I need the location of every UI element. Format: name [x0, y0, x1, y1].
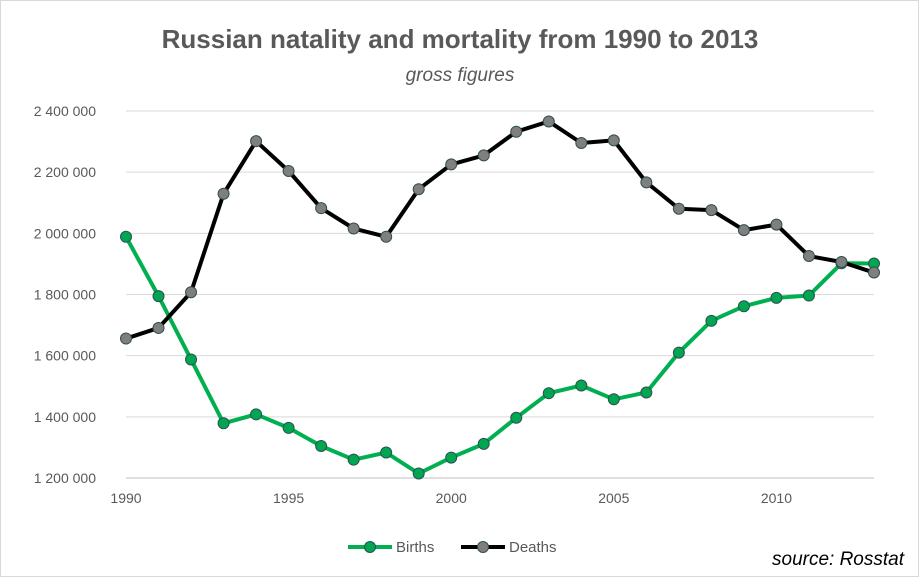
births-point	[380, 446, 393, 459]
deaths-point	[510, 125, 523, 138]
x-tick-label: 1995	[273, 490, 304, 506]
x-tick-label: 2005	[598, 490, 629, 506]
chart-subtitle: gross figures	[406, 65, 515, 86]
deaths-line	[124, 119, 876, 341]
deaths-point	[575, 136, 588, 149]
deaths-point	[607, 134, 620, 147]
deaths-point	[282, 165, 295, 178]
deaths-point	[868, 266, 880, 279]
y-tick-label: 1 800 000	[34, 287, 96, 303]
deaths-point	[672, 202, 685, 215]
y-tick-label: 1 200 000	[34, 470, 96, 486]
source-note: source: Rosstat	[772, 549, 905, 570]
births-point	[445, 451, 458, 464]
gridlines	[126, 110, 874, 418]
deaths-point	[120, 332, 132, 345]
deaths-point	[835, 255, 848, 268]
deaths-point	[802, 250, 815, 263]
deaths-point	[217, 187, 230, 200]
deaths-point	[380, 230, 393, 243]
births-point	[607, 393, 620, 406]
deaths-point	[315, 202, 328, 215]
y-tick-label: 2 200 000	[34, 164, 96, 180]
births-point	[575, 379, 588, 392]
y-tick-label: 1 600 000	[34, 348, 96, 364]
deaths-point	[185, 286, 198, 299]
deaths-point	[770, 218, 783, 231]
births-point	[152, 290, 165, 303]
births-point	[282, 421, 295, 434]
series	[120, 115, 880, 480]
births-point	[640, 386, 653, 399]
deaths-point	[152, 321, 165, 334]
deaths-point	[542, 115, 555, 128]
births-point	[802, 289, 815, 302]
x-tick-label: 2000	[436, 490, 467, 506]
births-point	[412, 467, 425, 480]
births-point	[250, 408, 263, 421]
births-point	[510, 411, 523, 424]
legend-births-label: Births	[396, 539, 434, 556]
deaths-point	[640, 176, 653, 189]
deaths-point	[737, 224, 750, 237]
y-tick-label: 1 400 000	[34, 409, 96, 425]
deaths-point	[705, 204, 718, 217]
chart-title: Russian natality and mortality from 1990…	[162, 24, 759, 54]
deaths-point	[250, 135, 263, 148]
deaths-point	[445, 158, 458, 171]
legend-deaths-label: Deaths	[509, 539, 557, 556]
births-point	[737, 300, 750, 313]
deaths-point	[412, 183, 425, 196]
legend-births-marker	[364, 541, 376, 553]
y-tick-label: 2 400 000	[34, 103, 96, 119]
deaths-point	[347, 222, 360, 235]
births-point	[315, 439, 328, 452]
births-point	[542, 387, 555, 400]
x-tick-label: 1990	[110, 490, 141, 506]
births-point	[672, 346, 685, 359]
births-point	[770, 291, 783, 304]
births-point	[185, 353, 198, 366]
deaths-point	[477, 149, 490, 162]
axes: 1 200 000 1 400 000 1 600 000 1 800 000 2 00…	[34, 103, 874, 506]
y-tick-label: 2 000 000	[34, 225, 96, 241]
births-point	[217, 417, 230, 430]
legend-deaths-marker	[477, 541, 489, 553]
births-line	[124, 234, 876, 476]
x-tick-label: 2010	[761, 490, 792, 506]
births-point	[477, 437, 490, 450]
births-point	[120, 230, 132, 243]
legend: Births Deaths	[348, 539, 557, 556]
births-point	[705, 314, 718, 327]
births-point	[347, 453, 360, 466]
